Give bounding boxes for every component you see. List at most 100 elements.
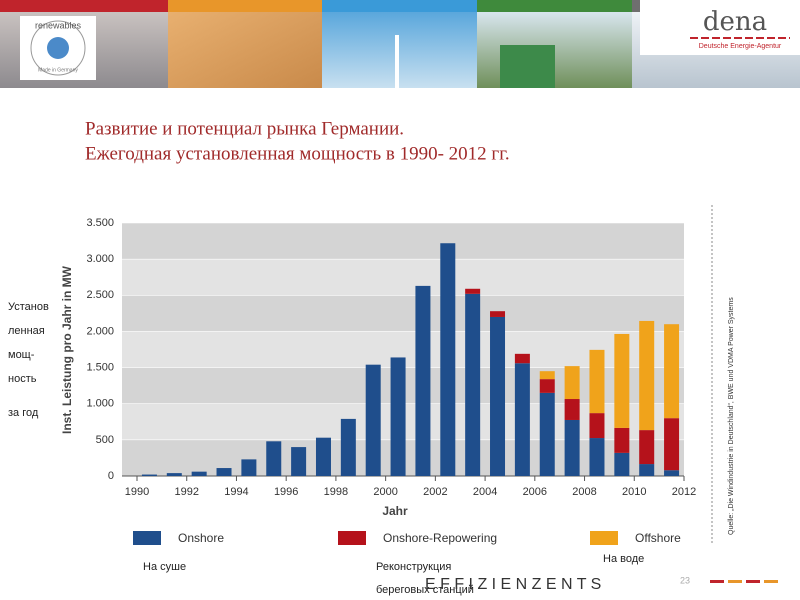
silo <box>500 45 555 88</box>
bar-segment <box>291 447 307 476</box>
annotation: Установ <box>8 301 49 313</box>
y-tick-label: 2.500 <box>86 289 114 301</box>
bar-segment <box>539 379 555 393</box>
bar-segment <box>564 399 580 420</box>
brand: dena <box>703 7 767 37</box>
logo-globe <box>47 37 69 59</box>
x-tick-label: 1994 <box>224 486 248 498</box>
banner: renewables Made in Germany dena Deutsche… <box>0 0 800 88</box>
x-tick-label: 1996 <box>274 486 298 498</box>
x-tick-label: 1990 <box>125 486 149 498</box>
y-tick-label: 1.500 <box>86 361 114 373</box>
logo-ring <box>30 20 86 76</box>
x-tick-label: 2010 <box>622 486 646 498</box>
y-tick-label: 0 <box>108 470 114 482</box>
legend-label: Offshore <box>635 531 681 545</box>
plot: 0 500 1.000 1.500 2.000 2.500 3.000 3.500 1990 19… <box>86 217 696 498</box>
dash <box>728 580 742 583</box>
bar-segment <box>589 349 605 414</box>
bar-segment <box>614 452 630 476</box>
bar-segment <box>390 357 406 476</box>
strip <box>322 0 477 12</box>
grid-band <box>122 295 684 332</box>
x-tick-label: 2012 <box>672 486 696 498</box>
annotation: Реконструкция <box>376 561 451 573</box>
bar-segment <box>589 438 605 476</box>
grid-band <box>122 223 684 260</box>
brand-box <box>640 0 800 55</box>
y-tick-label: 3.000 <box>86 253 114 265</box>
x-tick-label: 1998 <box>324 486 348 498</box>
bar-segment <box>216 468 232 476</box>
annotation: На суше <box>143 561 186 573</box>
bar-segment <box>514 363 530 476</box>
bar-segment <box>490 316 506 476</box>
turbine-tower <box>395 35 399 88</box>
bar-segment <box>465 288 481 294</box>
y-axis-label: Inst. Leistung pro Jahr in MW <box>60 265 74 434</box>
bar-segment <box>614 427 630 453</box>
strip <box>477 0 632 12</box>
bar-segment <box>564 419 580 476</box>
bar-segment <box>490 311 506 317</box>
bar-segment <box>614 333 630 428</box>
bar-segment <box>415 285 431 476</box>
strip <box>168 0 322 12</box>
y-tick-label: 2.000 <box>86 325 114 337</box>
bar-segment <box>166 473 182 476</box>
bar-segment <box>589 413 605 439</box>
y-tick-label: 500 <box>96 434 114 446</box>
footer-rule <box>710 580 778 583</box>
annotation: ность <box>8 373 37 385</box>
bar-segment <box>639 320 655 431</box>
annotation: за год <box>8 407 39 419</box>
bar-segment <box>315 437 331 476</box>
slide-title: Ежегодная установленная мощность в 1990-… <box>85 143 510 164</box>
annotation: ленная <box>8 325 45 337</box>
logo-text: renewables <box>35 20 82 30</box>
source: Quelle: „Die Windindustrie in Deutschlan… <box>728 297 735 535</box>
bar-segment <box>539 371 555 380</box>
bar-segment <box>539 392 555 476</box>
bar-segment <box>440 243 456 476</box>
bar-segment <box>266 441 282 476</box>
legend-swatch <box>338 531 366 545</box>
y-tick-label: 1.000 <box>86 398 114 410</box>
x-axis-label: Jahr <box>382 504 408 518</box>
bar-segment <box>639 430 655 465</box>
photo <box>168 12 322 88</box>
x-tick-label: 2006 <box>523 486 547 498</box>
bar-segment <box>241 459 257 476</box>
x-tick-label: 2008 <box>572 486 596 498</box>
legend-item: Onshore <box>133 531 224 545</box>
bar-segment <box>340 418 356 476</box>
slide-title: Развитие и потенциал рынка Германии. <box>85 118 404 139</box>
legend-label: Onshore <box>178 531 224 545</box>
legend-label: Onshore-Repowering <box>383 531 497 545</box>
bar-segment <box>639 464 655 476</box>
legend-swatch <box>590 531 618 545</box>
bar-segment <box>365 364 381 476</box>
logo-subtext: Made in Germany <box>38 67 78 73</box>
annotation: мощ- <box>8 349 35 361</box>
strip <box>0 0 168 12</box>
bar-segment <box>564 366 580 400</box>
dash <box>710 580 724 583</box>
photo <box>322 12 477 88</box>
bar-segment <box>664 324 680 419</box>
x-tick-label: 2004 <box>473 486 497 498</box>
bar-segment <box>141 474 157 476</box>
bar-segment <box>664 418 680 471</box>
legend-item: Offshore <box>590 531 681 545</box>
x-tick-label: 2002 <box>423 486 447 498</box>
footer-text: E F F I Z I E N Z E N T S <box>425 576 601 593</box>
bar-segment <box>191 471 207 476</box>
page-number: 23 <box>680 575 690 585</box>
legend-swatch <box>133 531 161 545</box>
dash <box>764 580 778 583</box>
y-tick-label: 3.500 <box>86 217 114 229</box>
x-tick-label: 2000 <box>373 486 397 498</box>
x-tick-label: 1992 <box>174 486 198 498</box>
